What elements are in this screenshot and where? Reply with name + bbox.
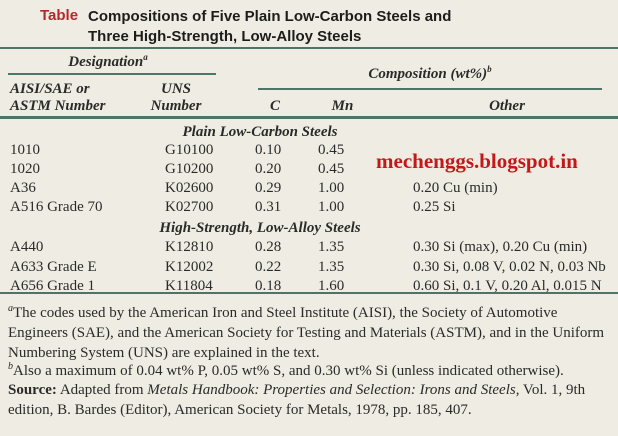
composition-spanner: Composition (wt%)b — [258, 64, 602, 83]
column-header-c: C — [269, 98, 280, 114]
cell-designation: A633 Grade E — [10, 259, 97, 275]
cell-designation: A36 — [10, 180, 36, 196]
column-header-aisi-astm: AISI/SAE or ASTM Number — [10, 81, 105, 115]
cell-designation: A516 Grade 70 — [10, 199, 103, 215]
section-header-plain-low-carbon: Plain Low-Carbon Steels — [182, 124, 338, 140]
footnote-b-marker: b — [8, 361, 13, 372]
cell-uns-number: G10200 — [165, 161, 214, 177]
column-header-uns: UNS Number — [136, 81, 216, 115]
source-post-text: , Vol. 1, 9th edition, B. Bardes (Editor… — [8, 382, 586, 418]
column-header-uns-line-2: Number — [150, 98, 202, 114]
cell-designation: A440 — [10, 239, 44, 255]
table-row: 1010 G10100 0.10 0.45 — [0, 142, 618, 160]
table-row: 1020 G10200 0.20 0.45 — [0, 161, 618, 179]
cell-manganese: 1.00 — [318, 199, 345, 215]
designation-spanner-text: Designation — [68, 54, 144, 70]
cell-uns-number: K02700 — [165, 199, 214, 215]
header-body-divider-rule — [0, 116, 618, 119]
cell-manganese: 0.45 — [318, 142, 345, 158]
cell-other: 0.25 Si — [413, 199, 456, 215]
bottom-rule — [0, 292, 618, 294]
composition-underline — [258, 88, 602, 90]
cell-carbon: 0.18 — [255, 278, 282, 294]
table-title-line-1: Compositions of Five Plain Low-Carbon St… — [88, 8, 452, 25]
footnote-a-text: The codes used by the American Iron and … — [8, 305, 605, 361]
cell-uns-number: K12002 — [165, 259, 214, 275]
source-book-title: Metals Handbook: Properties and Selectio… — [147, 382, 516, 398]
table-row: A36 K02600 0.29 1.00 0.20 Cu (min) — [0, 180, 618, 198]
table-row: A516 Grade 70 K02700 0.31 1.00 0.25 Si — [0, 199, 618, 217]
designation-footnote-marker: a — [143, 52, 148, 62]
column-header-uns-line-1: UNS — [160, 81, 191, 97]
table-row: A440 K12810 0.28 1.35 0.30 Si (max), 0.2… — [0, 239, 618, 257]
designation-spanner: Designationa — [0, 52, 216, 71]
cell-manganese: 1.35 — [318, 239, 345, 255]
table-label: Table — [40, 7, 79, 24]
cell-other: 0.60 Si, 0.1 V, 0.20 Al, 0.015 N — [413, 278, 602, 294]
section-header-high-strength-low-alloy: High-Strength, Low-Alloy Steels — [159, 220, 361, 236]
top-rule — [0, 47, 618, 49]
cell-manganese: 1.00 — [318, 180, 345, 196]
table-title-line-2: Three High-Strength, Low-Alloy Steels — [88, 28, 362, 45]
cell-other: 0.30 Si, 0.08 V, 0.02 N, 0.03 Nb — [413, 259, 606, 275]
footnote-a: aThe codes used by the American Iron and… — [8, 299, 614, 363]
source-label: Source: — [8, 382, 57, 398]
column-header-mn: Mn — [331, 98, 354, 114]
cell-uns-number: K02600 — [165, 180, 214, 196]
source-pre-text: Adapted from — [56, 382, 148, 398]
blog-watermark: mechenggs.blogspot.in — [376, 149, 578, 173]
footnote-a-marker: a — [8, 303, 13, 314]
cell-manganese: 1.60 — [318, 278, 345, 294]
cell-carbon: 0.22 — [255, 259, 282, 275]
cell-carbon: 0.20 — [255, 161, 282, 177]
composition-spanner-text: Composition (wt%) — [368, 66, 488, 82]
cell-uns-number: K11804 — [165, 278, 213, 294]
cell-manganese: 1.35 — [318, 259, 345, 275]
cell-carbon: 0.29 — [255, 180, 282, 196]
cell-carbon: 0.10 — [255, 142, 282, 158]
cell-uns-number: G10100 — [165, 142, 214, 158]
cell-carbon: 0.31 — [255, 199, 282, 215]
cell-manganese: 0.45 — [318, 161, 345, 177]
cell-carbon: 0.28 — [255, 239, 282, 255]
cell-other: 0.20 Cu (min) — [413, 180, 498, 196]
footnote-b-text: Also a maximum of 0.04 wt% P, 0.05 wt% S… — [13, 363, 564, 379]
footnote-b: bAlso a maximum of 0.04 wt% P, 0.05 wt% … — [8, 357, 614, 381]
designation-underline — [8, 73, 216, 75]
table-row: A656 Grade 1 K11804 0.18 1.60 0.60 Si, 0… — [0, 278, 618, 296]
source-citation: Source: Adapted from Metals Handbook: Pr… — [8, 380, 614, 420]
cell-uns-number: K12810 — [165, 239, 214, 255]
column-header-other: Other — [489, 98, 525, 114]
column-header-aisi-line-1: AISI/SAE or — [10, 81, 90, 97]
cell-designation: 1010 — [10, 142, 40, 158]
table-title: Compositions of Five Plain Low-Carbon St… — [88, 7, 578, 47]
cell-designation: A656 Grade 1 — [10, 278, 95, 294]
composition-footnote-marker: b — [487, 64, 492, 74]
cell-other: 0.30 Si (max), 0.20 Cu (min) — [413, 239, 588, 255]
column-header-aisi-line-2: ASTM Number — [10, 98, 106, 114]
cell-designation: 1020 — [10, 161, 40, 177]
table-row: A633 Grade E K12002 0.22 1.35 0.30 Si, 0… — [0, 259, 618, 277]
